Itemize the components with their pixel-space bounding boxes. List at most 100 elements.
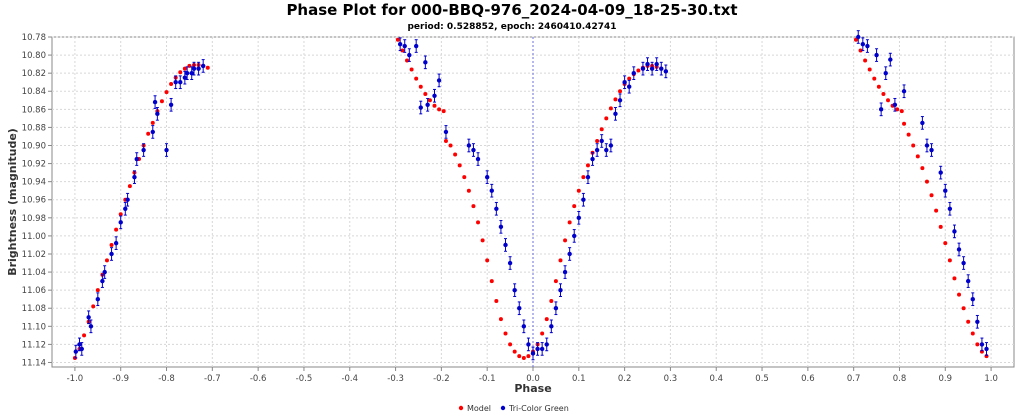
observation-point — [125, 197, 130, 202]
y-tick-label: 10.96 — [22, 196, 46, 206]
observation-point — [544, 342, 549, 347]
observation-point — [572, 233, 577, 239]
y-tick-label: 11.06 — [22, 286, 46, 296]
observation-point — [956, 247, 962, 252]
model-point — [503, 331, 508, 336]
observation-point — [558, 287, 563, 293]
observation-point — [539, 346, 545, 352]
model-point — [613, 97, 618, 102]
model-point — [521, 355, 526, 360]
chart-subtitle: period: 0.528852, epoch: 2460410.42741 — [407, 22, 616, 32]
observation-point — [979, 342, 985, 347]
model-point — [159, 99, 164, 104]
model-point — [563, 238, 568, 243]
observation-point — [200, 63, 206, 69]
observation-point — [617, 98, 623, 103]
observation-point — [892, 102, 898, 108]
observation-point — [425, 102, 430, 108]
observation-point — [123, 206, 128, 211]
observation-point — [86, 315, 91, 320]
observation-point — [901, 89, 907, 94]
model-point — [881, 91, 886, 96]
x-tick-label: 0.7 — [847, 374, 861, 384]
x-tick-label: -0.4 — [341, 374, 358, 384]
observation-point — [590, 156, 595, 162]
legend-tricolor-label: Tri-Color Green — [508, 404, 569, 413]
model-point — [453, 152, 458, 157]
observation-point — [471, 147, 476, 153]
x-tick-label: -0.7 — [204, 374, 221, 384]
model-point — [595, 138, 600, 143]
observation-point — [604, 147, 609, 153]
observation-point — [436, 78, 442, 83]
observation-point — [79, 346, 84, 352]
observation-point — [95, 296, 101, 302]
observation-point — [113, 240, 119, 246]
x-tick-label: -0.8 — [158, 374, 175, 384]
observation-point — [109, 251, 114, 257]
model-point — [549, 299, 554, 303]
observation-point — [567, 251, 572, 257]
model-point — [599, 127, 604, 132]
observation-point — [191, 66, 197, 71]
model-point — [957, 292, 962, 297]
observation-point — [484, 174, 490, 180]
grid-layer — [52, 36, 1014, 367]
observation-point — [100, 278, 105, 284]
observation-point — [418, 105, 423, 110]
observation-point — [73, 349, 79, 354]
model-point — [970, 331, 975, 336]
model-point — [902, 121, 907, 126]
observation-point — [182, 75, 188, 80]
legend-tricolor-marker — [500, 405, 506, 411]
model-point — [169, 82, 174, 87]
observation-point — [888, 57, 893, 62]
observation-point — [649, 66, 655, 71]
model-point — [448, 143, 453, 148]
x-tick-label: 0.1 — [572, 374, 586, 384]
observation-point — [562, 269, 568, 275]
y-tick-label: 10.88 — [22, 123, 46, 133]
model-point — [915, 154, 920, 159]
model-point — [895, 107, 900, 112]
observation-point — [640, 66, 646, 71]
model-point — [414, 76, 419, 81]
x-tick-label: 0.6 — [801, 374, 815, 384]
model-point — [924, 179, 929, 184]
y-tick-label: 10.82 — [22, 69, 46, 79]
observation-point — [507, 260, 513, 266]
model-point — [886, 98, 891, 103]
observation-point — [413, 43, 419, 49]
observation-point — [943, 188, 948, 193]
y-tick-label: 10.78 — [22, 33, 46, 43]
observation-point — [599, 138, 604, 144]
model-point — [164, 90, 169, 95]
observation-point — [553, 306, 559, 311]
model-point — [91, 304, 96, 309]
observation-point — [498, 224, 504, 230]
y-tick-label: 11.00 — [22, 232, 46, 242]
observation-point — [489, 188, 494, 193]
observation-point — [622, 80, 627, 85]
x-tick-label: 0.5 — [755, 374, 769, 384]
observation-point — [965, 278, 971, 284]
model-point — [418, 84, 423, 89]
observation-point — [155, 111, 160, 117]
model-point — [512, 349, 517, 354]
model-point — [636, 68, 641, 73]
observation-point — [88, 324, 94, 329]
observation-point — [443, 129, 449, 135]
observation-point — [860, 42, 866, 47]
model-point — [395, 37, 400, 42]
model-point — [943, 241, 948, 246]
y-tick-label: 11.12 — [22, 340, 46, 350]
model-point — [876, 84, 881, 89]
observation-point — [535, 346, 540, 352]
x-tick-label: 0.3 — [664, 374, 678, 384]
model-point — [608, 106, 613, 111]
model-point — [906, 132, 911, 137]
model-point — [604, 116, 609, 121]
observation-point — [432, 93, 437, 98]
